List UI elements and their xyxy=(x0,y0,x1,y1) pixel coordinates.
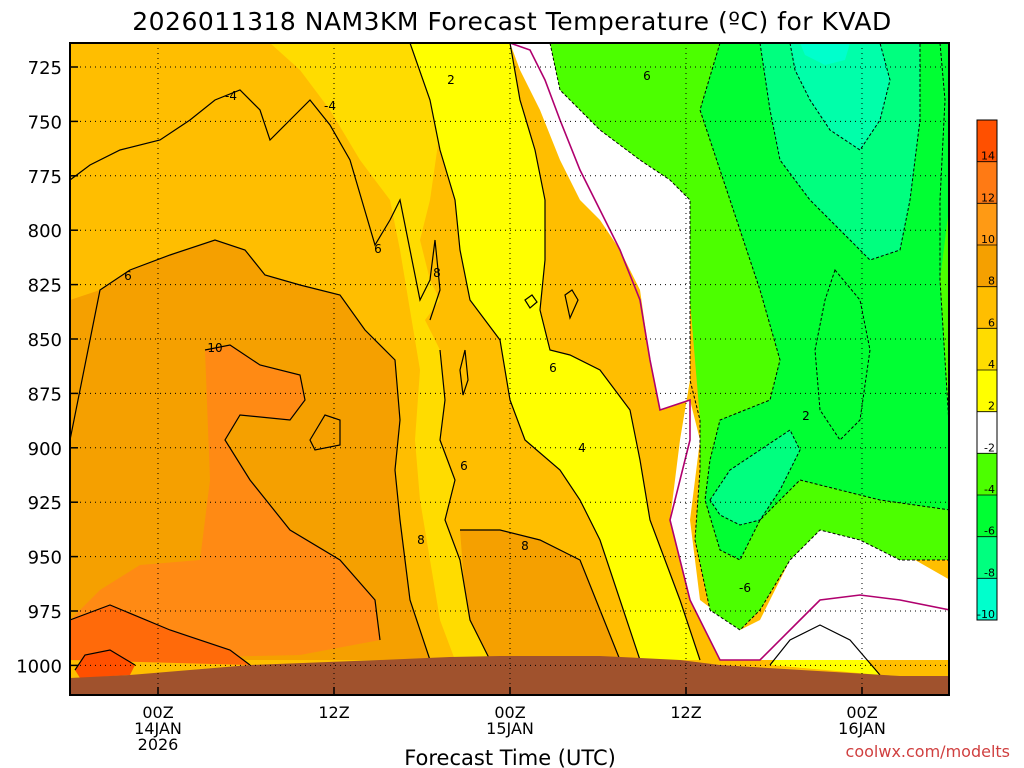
cold-contours xyxy=(549,43,949,631)
contour-label: 6 xyxy=(124,269,132,283)
contour-label: 6 xyxy=(549,361,557,375)
colorbar-segment xyxy=(977,203,997,245)
contour-label: 6 xyxy=(374,242,382,256)
y-tick-label: 825 xyxy=(28,276,62,297)
colorbar-label: 6 xyxy=(988,316,995,329)
freezing-contour xyxy=(509,43,949,661)
colorbar-segment xyxy=(977,120,997,162)
field-fill-neg6-neg8-b xyxy=(710,430,800,525)
contour-label: -6 xyxy=(739,581,751,595)
field-fill-12-14 xyxy=(70,605,250,665)
contour-labels: 2 6 -4 6 8 6 10 6 2 4 6 8 8 -6 -4 xyxy=(124,69,810,595)
colorbar-label: -2 xyxy=(984,441,995,454)
y-tick-label: 950 xyxy=(28,548,62,569)
contour-label: 8 xyxy=(521,539,529,553)
colorbar-label: 10 xyxy=(981,233,995,246)
x-tick-label: 14JAN xyxy=(134,719,182,738)
chart-title: 2026011318 NAM3KM Forecast Temperature (… xyxy=(132,7,892,36)
ground-terrain xyxy=(70,656,949,695)
x-tick-label: 00Z xyxy=(846,703,877,722)
y-axis: 725 750 775 800 825 850 875 900 925 950 975 1000 xyxy=(16,58,78,677)
colorbar: 14 12 10 8 6 4 2 -2 -4 -6 -8 -10 xyxy=(976,119,998,621)
x-tick-label: 00Z xyxy=(142,703,173,722)
contour-label: 2 xyxy=(447,73,455,87)
contour-label: 6 xyxy=(643,69,651,83)
colorbar-label: 2 xyxy=(988,400,995,413)
y-tick-label: 750 xyxy=(28,112,62,133)
y-tick-label: 800 xyxy=(28,221,62,242)
plot-area xyxy=(70,43,949,695)
y-tick-label: 975 xyxy=(28,602,62,623)
colorbar-label: 8 xyxy=(988,275,995,288)
credit-text: coolwx.com/modelts xyxy=(846,742,1010,761)
x-tick-label: 12Z xyxy=(318,703,349,722)
colorbar-segment xyxy=(977,495,997,537)
x-tick-label: 15JAN xyxy=(486,719,534,738)
x-tick-label: 2026 xyxy=(138,735,179,754)
colorbar-segment xyxy=(977,328,997,370)
y-tick-label: 875 xyxy=(28,384,62,405)
colorbar-label: -10 xyxy=(977,608,995,621)
colorbar-label: 12 xyxy=(981,191,995,204)
contour-label: 2 xyxy=(802,409,810,423)
contour-label: 6 xyxy=(460,459,468,473)
contour-label: 4 xyxy=(578,441,586,455)
y-tick-label: 850 xyxy=(28,330,62,351)
field-fill-14 xyxy=(75,650,135,678)
colorbar-segment xyxy=(977,286,997,329)
y-tick-label: 725 xyxy=(28,58,62,79)
colorbar-segment xyxy=(977,411,997,454)
colorbar-label: -4 xyxy=(984,483,995,496)
contour-label: 8 xyxy=(417,533,425,547)
y-tick-label: 1000 xyxy=(16,656,62,677)
field-fill-8-10 xyxy=(70,240,430,660)
field-fill-neg10 xyxy=(800,43,850,65)
field-fill-neg4-neg6-b xyxy=(815,270,870,440)
warm-contours xyxy=(70,43,881,676)
contour-label: 10 xyxy=(207,341,222,355)
y-tick-label: 900 xyxy=(28,439,62,460)
colorbar-segment xyxy=(977,245,997,287)
x-tick-label: 00Z xyxy=(494,703,525,722)
x-axis-label: Forecast Time (UTC) xyxy=(404,746,616,768)
field-fill-0-2 xyxy=(510,43,949,660)
y-tick-label: 775 xyxy=(28,167,62,188)
x-tick-label: 12Z xyxy=(670,703,701,722)
contour-label: 8 xyxy=(433,266,441,280)
field-fill-8-10b xyxy=(460,530,620,660)
colorbar-segment xyxy=(977,453,997,495)
colorbar-segment xyxy=(977,161,997,204)
colorbar-label: -8 xyxy=(984,566,995,579)
contour-label: -4 xyxy=(324,99,336,113)
colorbar-segment xyxy=(977,578,997,620)
colorbar-label: 14 xyxy=(981,150,995,163)
field-fill-4-6 xyxy=(270,43,490,660)
grid xyxy=(70,43,949,695)
field-fill-neg8-neg10 xyxy=(790,43,890,150)
contour-label: -4 xyxy=(225,89,237,103)
colorbar-segment xyxy=(977,536,997,579)
colorbar-label: -6 xyxy=(984,525,995,538)
x-tick-label: 16JAN xyxy=(838,719,886,738)
colorbar-segment xyxy=(977,370,997,412)
colorbar-label: 4 xyxy=(988,358,995,371)
y-tick-label: 925 xyxy=(28,493,62,514)
